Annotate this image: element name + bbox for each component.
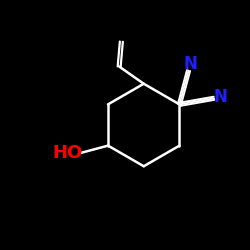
Text: N: N (183, 55, 197, 73)
Text: HO: HO (53, 144, 83, 162)
Text: N: N (214, 88, 228, 106)
